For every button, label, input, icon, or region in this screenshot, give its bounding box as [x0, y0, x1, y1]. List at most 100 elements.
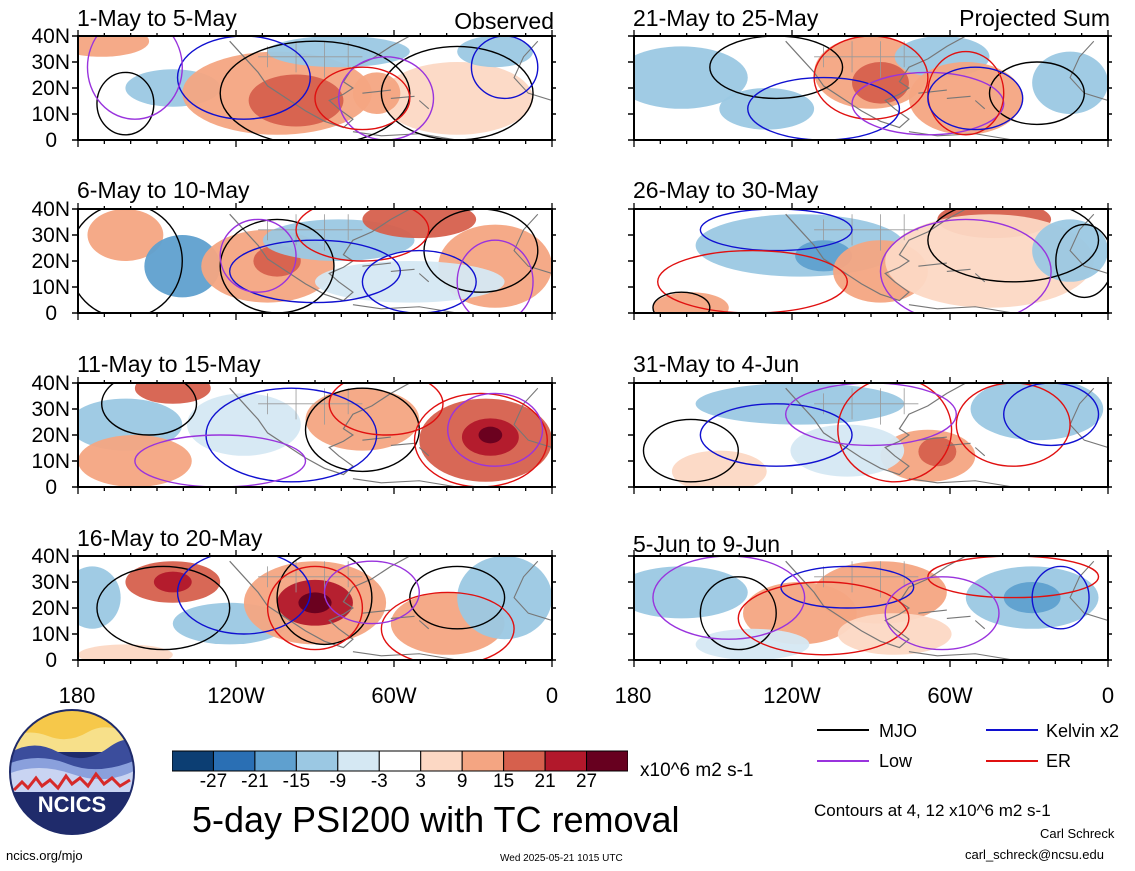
anomaly-shading [87, 209, 164, 261]
contour-low [652, 556, 806, 640]
africa-coast [513, 213, 552, 275]
africa-coast [513, 560, 552, 622]
anomaly-shading [634, 566, 748, 619]
contour-kel [176, 36, 311, 120]
lat-label: 0 [45, 129, 57, 152]
colorbar-swatch [254, 750, 297, 772]
contour-low [884, 576, 1000, 651]
contour-low [219, 218, 297, 293]
contour-kel [927, 66, 1024, 131]
lat-label: 30N [31, 398, 70, 421]
coastline [229, 383, 411, 476]
contour-low [879, 218, 1052, 313]
contour-er [380, 591, 515, 660]
anomaly-shading [78, 644, 173, 660]
observed-label: Observed [454, 8, 554, 34]
contour-mjo [409, 565, 506, 630]
anomaly-shading [652, 292, 729, 313]
lat-label: 0 [45, 302, 57, 325]
contour-mjo [96, 565, 231, 651]
contour-mjo [709, 36, 844, 100]
lat-label: 40N [31, 545, 70, 568]
anomaly-shading [78, 566, 121, 629]
colorbar-swatch [461, 750, 505, 772]
lon-label: 60W [927, 683, 973, 708]
lon-label: 0 [545, 683, 559, 708]
africa-coast [513, 40, 552, 102]
website-link[interactable]: ncics.org/mjo [6, 848, 83, 863]
caribbean-coast [908, 609, 1014, 660]
lat-label: 10N [31, 450, 70, 473]
coastline [785, 36, 967, 129]
colorbar-swatch [212, 750, 256, 772]
anomaly-shading [298, 592, 332, 614]
contour-mjo [927, 209, 1100, 283]
anomaly-shading [695, 628, 810, 660]
anomaly-shading [315, 261, 505, 303]
lat-label: 40N [31, 25, 70, 48]
colorbar-tick-label: -21 [241, 771, 269, 792]
anomaly-shading [267, 36, 410, 68]
author-name: Carl Schreck [1040, 826, 1115, 841]
anomaly-shading [362, 209, 477, 239]
map-panel-1 [72, 30, 556, 147]
panel-title-8: 5-Jun to 9-Jun [633, 531, 781, 557]
panel-title-7: 16-May to 20-May [77, 525, 263, 551]
africa-coast [1069, 40, 1108, 102]
panel-title-5: 11-May to 15-May [77, 351, 261, 377]
borders [814, 388, 919, 425]
contour-er [266, 565, 364, 651]
lat-label: 0 [45, 649, 57, 672]
contour-mjo [78, 209, 183, 313]
contour-kel [747, 76, 901, 140]
colorbar-tick-label: 3 [415, 771, 426, 792]
borders [258, 41, 363, 78]
timestamp: Wed 2025-05-21 1015 UTC [500, 853, 623, 864]
caribbean-coast [908, 89, 1014, 140]
panel-title-1: 1-May to 5-May [77, 5, 237, 31]
legend-label-kelvin: Kelvin x2 [1046, 721, 1120, 741]
borders [258, 388, 363, 425]
anomaly-shading [153, 571, 192, 593]
anomaly-shading [719, 88, 815, 130]
author-email: carl_schreck@ncsu.edu [965, 847, 1104, 862]
anomaly-shading [671, 450, 767, 487]
lat-label: 40N [31, 372, 70, 395]
lon-label: 0 [1101, 683, 1115, 708]
colorbar-swatch [586, 750, 628, 772]
lon-label: 120W [763, 683, 821, 708]
lat-label: 10N [31, 103, 70, 126]
map-panel-5 [72, 377, 556, 494]
contour-kel [176, 556, 311, 635]
lat-label: 20N [31, 77, 70, 100]
coastline [785, 383, 967, 476]
lon-label: 120W [207, 683, 265, 708]
map-panel-4 [628, 203, 1112, 320]
caribbean-coast [908, 262, 1014, 313]
contour-kel [1031, 565, 1090, 630]
colorbar-swatch [503, 750, 546, 772]
colorbar-tick-label: -3 [370, 771, 388, 792]
lat-label: 40N [31, 198, 70, 221]
contour-low [456, 239, 534, 313]
anomaly-shading [352, 72, 401, 114]
colorbar-tick-label: 21 [534, 771, 556, 792]
logo-text: NCICS [38, 792, 106, 817]
anomaly-shading [305, 388, 420, 451]
colorbar-tick-label: 15 [493, 771, 515, 792]
anomaly-shading [634, 46, 748, 109]
anomaly-shading [1032, 51, 1108, 114]
anomaly-shading [852, 62, 909, 104]
anomaly-shading [248, 74, 344, 127]
anomaly-shading [134, 383, 211, 404]
legend-lines-left [817, 729, 869, 762]
caribbean-coast [352, 609, 458, 660]
legend-label-low: Low [879, 751, 913, 771]
caribbean-coast [908, 436, 1014, 487]
anomaly-shading [187, 393, 301, 456]
coastline [229, 209, 411, 302]
contour-er [837, 383, 953, 483]
contours-note: Contours at 4, 12 x10^6 m2 s-1 [814, 801, 1051, 820]
coastline [785, 209, 967, 302]
